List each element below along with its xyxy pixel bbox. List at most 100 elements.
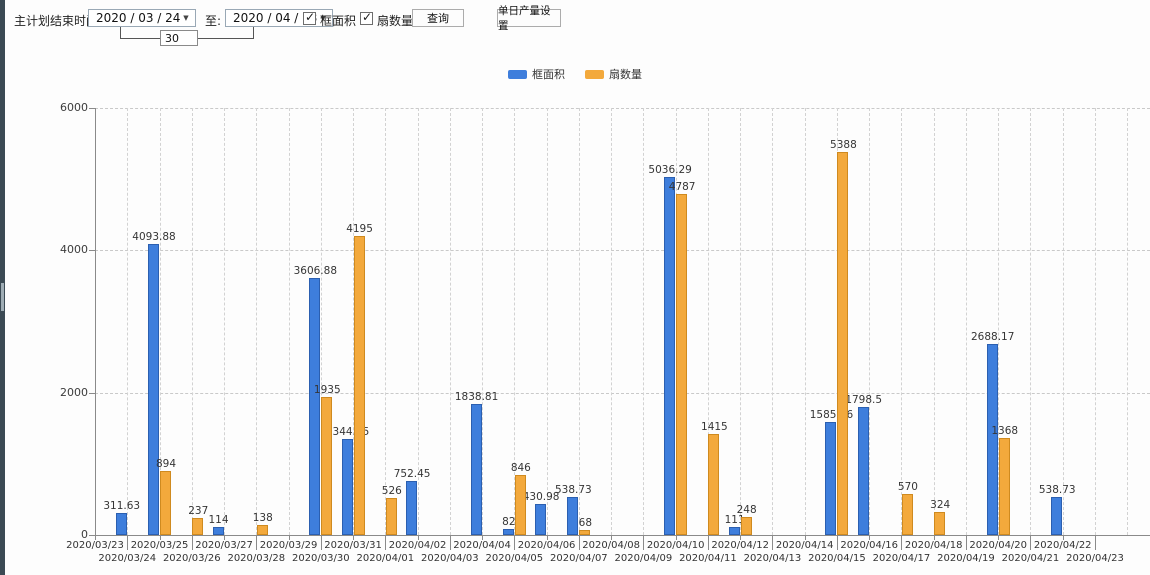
x-axis-tick xyxy=(288,536,290,540)
x-axis-tick xyxy=(353,536,355,540)
bar-fan-count xyxy=(514,474,526,535)
gridline-vertical xyxy=(869,108,871,535)
x-axis-date-label: 2020/04/18 xyxy=(904,540,963,551)
bracket-line xyxy=(120,38,160,39)
gridline-vertical xyxy=(546,108,548,535)
bar-value-label: 846 xyxy=(510,461,531,474)
check-icon: ✓ xyxy=(305,10,316,24)
bar-value-label: 3606.88 xyxy=(293,265,337,278)
bracket-line xyxy=(120,27,121,39)
x-axis-date-label: 2020/03/30 xyxy=(291,553,350,564)
gridline-vertical xyxy=(772,108,774,535)
gridline-vertical xyxy=(1127,108,1129,535)
x-axis-tick xyxy=(320,536,322,550)
x-axis-tick xyxy=(159,536,161,540)
x-axis-tick xyxy=(95,536,96,540)
bar-value-label: 4787 xyxy=(668,181,696,194)
chevron-down-icon[interactable]: ▼ xyxy=(183,14,189,22)
to-label: 至: xyxy=(205,14,222,28)
gridline-vertical xyxy=(159,108,161,535)
x-axis-tick xyxy=(643,536,645,550)
bar-fan-count xyxy=(579,530,591,535)
bar-fan-count xyxy=(321,397,333,535)
x-axis-date-label: 2020/04/15 xyxy=(808,553,866,564)
bar-fan-count xyxy=(837,151,849,535)
plan-end-time-label: 主计划结束时间: xyxy=(14,14,103,28)
x-axis-date-label: 2020/03/25 xyxy=(130,540,189,551)
bar-value-label: 1585.96 xyxy=(809,409,854,422)
bar-frame-area xyxy=(728,527,740,535)
x-axis-date-label: 2020/04/04 xyxy=(453,540,511,551)
bar-fan-count xyxy=(353,236,365,535)
y-axis-tick-label: 0 xyxy=(81,528,88,541)
bar-fan-count xyxy=(256,525,268,535)
query-button[interactable]: 查询 xyxy=(412,9,464,27)
gridline-vertical xyxy=(449,108,451,535)
bar-fan-count xyxy=(160,471,172,535)
gridline-vertical xyxy=(740,108,742,535)
fan-count-checkbox-label[interactable]: 扇数量 xyxy=(377,14,414,28)
x-axis-tick xyxy=(191,536,193,550)
gridline-vertical xyxy=(1030,108,1032,535)
x-axis-date-label: 2020/04/22 xyxy=(1033,540,1092,551)
gridline-vertical xyxy=(901,108,903,535)
gridline-vertical xyxy=(998,108,1000,535)
gridline-vertical xyxy=(578,108,580,535)
x-axis-tick xyxy=(546,536,548,540)
bar-frame-area xyxy=(986,343,998,535)
x-axis-date-label: 2020/04/20 xyxy=(969,540,1028,551)
x-axis-date-label: 2020/04/11 xyxy=(679,553,737,564)
date-from-picker[interactable]: 2020 / 03 / 24 ▼ xyxy=(88,9,196,27)
x-axis-date-label: 2020/03/26 xyxy=(162,553,221,564)
interval-days-value: 30 xyxy=(165,31,179,45)
legend-label-fan-count: 扇数量 xyxy=(609,68,642,81)
x-axis-tick xyxy=(256,536,258,550)
gridline-vertical xyxy=(482,108,484,535)
bar-value-label: 111 xyxy=(724,514,745,527)
bar-value-label: 237 xyxy=(188,505,209,518)
gridline-vertical xyxy=(320,108,322,535)
gridline-vertical xyxy=(933,108,935,535)
gridline-vertical xyxy=(288,108,290,535)
y-axis-tick xyxy=(89,535,95,536)
y-axis-tick xyxy=(89,250,95,252)
x-axis-date-label: 2020/04/14 xyxy=(775,540,834,551)
x-axis-tick xyxy=(740,536,742,540)
gridline-horizontal xyxy=(95,392,1150,394)
legend-label-frame-area: 框面积 xyxy=(532,68,565,81)
bar-value-label: 1838.81 xyxy=(454,391,499,404)
bar-value-label: 248 xyxy=(736,504,757,517)
bar-value-label: 430.98 xyxy=(522,491,560,504)
frame-area-checkbox[interactable]: ✓ xyxy=(303,10,316,25)
x-axis-date-label: 2020/04/06 xyxy=(517,540,576,551)
bar-value-label: 1415 xyxy=(701,421,728,434)
x-axis-tick xyxy=(933,536,935,540)
x-axis-date-label: 2020/04/10 xyxy=(646,540,705,551)
bar-value-label: 538.73 xyxy=(1038,483,1076,496)
bar-fan-count xyxy=(934,511,946,535)
bar-value-label: 526 xyxy=(381,484,402,497)
frame-area-checkbox-label[interactable]: 框面积 xyxy=(320,14,357,28)
x-axis-date-label: 2020/03/28 xyxy=(227,553,286,564)
interval-days-input[interactable]: 30 xyxy=(160,30,198,46)
bar-value-label: 1935 xyxy=(313,384,341,397)
bar-frame-area xyxy=(502,529,514,535)
bar-frame-area xyxy=(115,512,127,535)
daily-output-settings-button[interactable]: 单日产量设置 xyxy=(497,5,561,32)
date-to-picker[interactable]: 2020 / 04 / 23 ▼ xyxy=(225,9,333,27)
gridline-vertical xyxy=(707,108,709,535)
chevron-down-icon[interactable]: ▼ xyxy=(320,14,326,22)
bar-value-label: 538.73 xyxy=(554,483,592,496)
y-axis xyxy=(95,108,96,536)
x-axis-tick xyxy=(224,536,226,540)
bar-value-label: 82 xyxy=(502,516,516,529)
x-axis-date-label: 2020/03/31 xyxy=(324,540,382,551)
bar-fan-count xyxy=(998,437,1010,535)
gridline-vertical xyxy=(965,108,967,535)
bar-frame-area xyxy=(406,481,418,535)
collapsed-splitter[interactable] xyxy=(0,0,5,575)
fan-count-checkbox[interactable]: ✓ xyxy=(360,10,373,25)
bar-value-label: 752.45 xyxy=(393,468,431,481)
bar-frame-area xyxy=(535,504,547,535)
